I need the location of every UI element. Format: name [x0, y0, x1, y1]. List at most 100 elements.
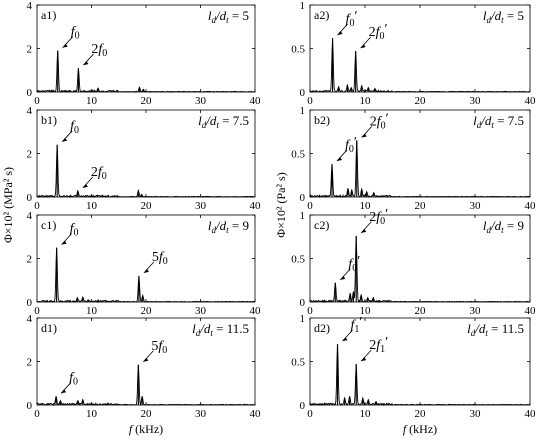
- arrow-head: [337, 31, 343, 36]
- x-tick-label: 0: [307, 305, 313, 317]
- panel-a1: 0 10 20 30 40 0 2 4 a1) ld/dt = 5: [27, 0, 262, 107]
- x-axis-label: f (kHz): [129, 422, 163, 436]
- peak-label: f0′: [348, 254, 360, 274]
- spectrum-line: [36, 247, 256, 304]
- y-tick-label: 2: [27, 44, 33, 56]
- spectrum-line: [36, 50, 255, 93]
- spectrum-line: [309, 235, 531, 304]
- panel-label: d2): [314, 321, 330, 335]
- y-tick-label: 0.5: [291, 357, 305, 369]
- spectrum-line: [309, 344, 531, 407]
- arrow-head: [83, 61, 89, 66]
- ratio-label: ld/dt = 9: [208, 218, 249, 235]
- ratio-label: ld/dt = 11.5: [192, 321, 249, 338]
- y-tick-label: 4: [27, 313, 33, 325]
- x-tick-label: 30: [195, 305, 207, 317]
- arrow-head: [62, 43, 68, 48]
- ratio-label: ld/dt = 11.5: [467, 321, 524, 338]
- x-axis-label: f (kHz): [403, 422, 437, 436]
- ratio-label: ld/dt = 7.5: [198, 113, 249, 130]
- arrow-head: [61, 389, 67, 394]
- x-tick-label: 10: [86, 408, 98, 420]
- arrow-head: [340, 275, 346, 280]
- x-tick-label: 10: [360, 305, 372, 317]
- x-tick-label: 30: [195, 95, 207, 107]
- arrow-head: [61, 240, 67, 245]
- arrow-head: [62, 137, 68, 142]
- arrow-head: [337, 156, 342, 161]
- y-tick-label: 0.5: [291, 254, 305, 266]
- y-tick-label: 0: [27, 400, 33, 412]
- x-tick-label: 0: [34, 305, 40, 317]
- panel-label: a2): [314, 8, 329, 22]
- peak-label: f0: [70, 222, 79, 239]
- y-tick-label: 4: [27, 105, 33, 117]
- spectrum-line: [36, 364, 256, 407]
- x-tick-label: 20: [141, 305, 153, 317]
- y-tick-label: 0.5: [291, 149, 305, 161]
- peak-label: 2f0: [91, 42, 107, 59]
- spectrum-line: [36, 144, 256, 198]
- y-tick-label: 0: [300, 297, 306, 309]
- y-tick-label: 4: [27, 210, 33, 222]
- panel-b2: 0 10 20 30 40 0 0.5 1 b2) ld/dt = 7.5: [291, 105, 536, 212]
- x-tick-label: 20: [141, 200, 153, 212]
- y-axis-label-left: Φ×10² (MPa² s): [1, 167, 15, 243]
- y-tick-label: 0: [300, 192, 306, 204]
- y-tick-label: 0.5: [291, 44, 305, 56]
- ratio-label: ld/dt = 5: [208, 8, 249, 25]
- x-tick-label: 0: [34, 200, 40, 212]
- arrow-head: [360, 44, 366, 49]
- arrow-head: [143, 268, 149, 273]
- panel-label: d1): [41, 321, 57, 335]
- x-tick-label: 40: [525, 95, 537, 107]
- peak-label: 5f0: [151, 339, 167, 356]
- x-tick-label: 40: [250, 408, 262, 420]
- x-tick-label: 20: [415, 305, 427, 317]
- panel-label: b2): [314, 113, 330, 127]
- panel-b1: 0 10 20 30 40 0 2 4 b1) ld/dt = 7.5: [27, 105, 262, 212]
- ratio-label: ld/dt = 9: [483, 218, 524, 235]
- peak-label: 2f0′: [370, 111, 389, 131]
- panel-c1: 0 10 20 30 40 0 2 4 c1) ld/dt = 9: [27, 210, 262, 317]
- x-tick-label: 10: [86, 95, 98, 107]
- ratio-label: ld/dt = 5: [483, 8, 524, 25]
- y-tick-label: 1: [300, 313, 306, 325]
- arrow-head: [342, 337, 348, 342]
- x-tick-label: 30: [470, 305, 482, 317]
- x-tick-label: 20: [415, 408, 427, 420]
- peak-label: 2f0′: [369, 207, 388, 227]
- peak-label: 2f1′: [369, 335, 388, 355]
- panel-c2: 0 10 20 30 40 0 0.5 1 c2) ld/dt = 9: [291, 210, 536, 317]
- x-tick-label: 0: [34, 408, 40, 420]
- peak-label: f0: [70, 119, 79, 136]
- panel-d2: 0 10 20 30 40 0 0.5 1 d2) ld/dt = 11.5: [291, 313, 536, 420]
- x-tick-label: 0: [307, 200, 313, 212]
- y-tick-label: 4: [27, 0, 33, 12]
- x-tick-label: 30: [470, 408, 482, 420]
- x-tick-label: 0: [34, 95, 40, 107]
- spectrum-line: [309, 38, 531, 94]
- x-tick-label: 10: [360, 95, 372, 107]
- y-tick-label: 0: [27, 87, 33, 99]
- arrow-head: [361, 357, 367, 362]
- peak-label: f1′: [351, 315, 363, 335]
- arrow-head: [361, 133, 367, 138]
- y-axis-label-right: Φ×10² (Pa² s): [274, 172, 288, 237]
- panel-label: a1): [41, 8, 56, 22]
- x-tick-label: 10: [360, 408, 372, 420]
- x-tick-label: 40: [250, 305, 262, 317]
- peak-label: 5f0: [152, 250, 168, 267]
- x-tick-label: 40: [250, 95, 262, 107]
- y-tick-label: 0: [300, 400, 306, 412]
- x-tick-label: 10: [86, 200, 98, 212]
- arrow-head: [143, 357, 149, 362]
- peak-label: 2f0′: [369, 22, 388, 42]
- x-tick-label: 20: [141, 95, 153, 107]
- panel-label: c2): [314, 218, 329, 232]
- x-tick-label: 30: [195, 200, 207, 212]
- x-tick-label: 10: [360, 200, 372, 212]
- y-tick-label: 0: [27, 297, 33, 309]
- peak-label: 2f0: [91, 165, 107, 182]
- arrow-head: [82, 183, 88, 188]
